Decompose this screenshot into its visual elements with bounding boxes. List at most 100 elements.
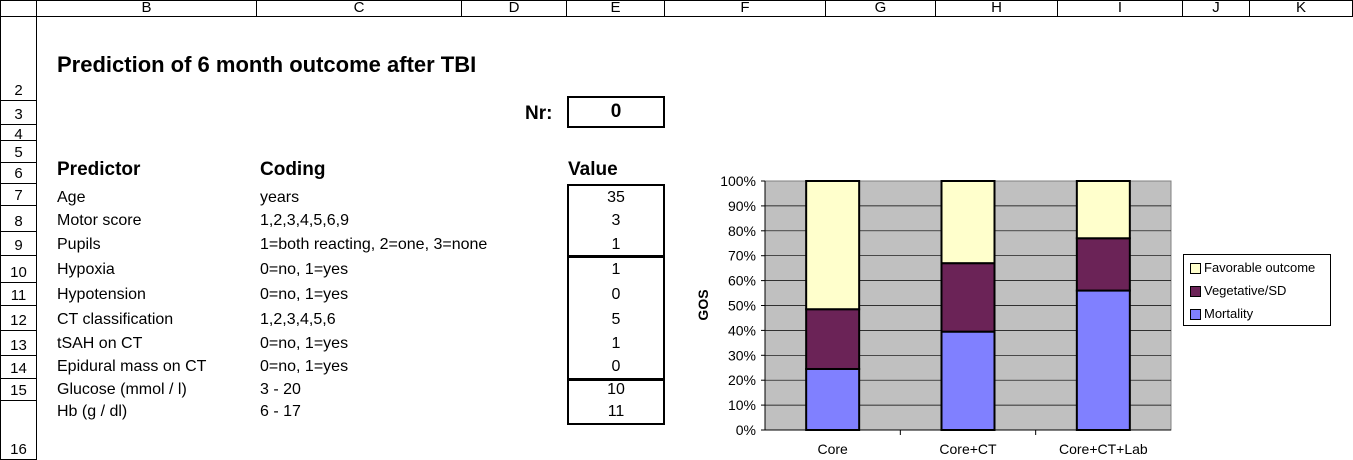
predictor-value-cell[interactable]: 1	[611, 236, 621, 253]
predictor-value-cell[interactable]: 1	[611, 335, 621, 352]
y-tick-label: 60%	[728, 273, 756, 289]
x-tick-label: Core+CT	[939, 441, 997, 457]
legend-vegetative: Vegetative/SD	[1190, 284, 1286, 298]
row-header-15[interactable]: 15	[0, 379, 37, 401]
predictor-coding: years	[260, 189, 300, 206]
predictor-coding: 1,2,3,4,5,6	[260, 311, 336, 328]
x-tick-label: Core+CT+Lab	[1059, 441, 1148, 457]
predictor-value-cell[interactable]: 35	[607, 189, 625, 206]
row-header-16[interactable]: 16	[0, 401, 37, 460]
legend-favorable: Favorable outcome	[1190, 261, 1315, 275]
predictor-name: Pupils	[57, 236, 101, 253]
predictor-name: Hb (g / dl)	[57, 403, 128, 420]
bar-mortality-0	[805, 367, 861, 431]
row-header-2[interactable]: 2	[0, 17, 37, 101]
y-tick-label: 0%	[736, 422, 756, 438]
y-tick-label: 20%	[728, 372, 756, 388]
y-tick-label: 30%	[728, 347, 756, 363]
y-tick-label: 100%	[720, 173, 756, 189]
predictor-coding: 0=no, 1=yes	[260, 261, 349, 278]
row-header-4[interactable]: 4	[0, 125, 37, 142]
bar-favorable-outcome-1	[940, 180, 996, 265]
favorable-swatch	[1190, 263, 1201, 275]
value-header: Value	[568, 159, 618, 180]
value-group-box-lab	[567, 379, 665, 425]
select-all-corner[interactable]	[0, 0, 37, 17]
row-header-8[interactable]: 8	[0, 206, 37, 232]
predictor-coding: 0=no, 1=yes	[260, 358, 349, 375]
column-header-D[interactable]: D	[462, 0, 567, 17]
predictor-value-cell[interactable]: 0	[611, 358, 621, 375]
predictor-value-cell[interactable]: 0	[611, 286, 621, 303]
predictor-name: Age	[57, 189, 86, 206]
bar-mortality-1	[940, 330, 996, 431]
row-header-5[interactable]: 5	[0, 141, 37, 163]
mortality-swatch	[1190, 309, 1201, 321]
legend-vegetative-label: Vegetative/SD	[1204, 283, 1287, 298]
y-tick-label: 50%	[728, 298, 756, 314]
predictor-name: Hypotension	[57, 286, 146, 303]
x-tick-label: Core	[817, 441, 848, 457]
bar-mortality-2	[1075, 289, 1131, 431]
legend-favorable-label: Favorable outcome	[1204, 260, 1316, 275]
column-header-C[interactable]: C	[257, 0, 462, 17]
predictor-value-cell[interactable]: 3	[611, 212, 621, 229]
row-header-7[interactable]: 7	[0, 184, 37, 206]
predictor-coding: 6 - 17	[260, 403, 301, 420]
predictor-name: Epidural mass on CT	[57, 358, 207, 375]
y-tick-label: 80%	[728, 223, 756, 239]
vegetative-swatch	[1190, 286, 1201, 298]
y-tick-label: 40%	[728, 322, 756, 338]
column-header-F[interactable]: F	[665, 0, 826, 17]
coding-header: Coding	[260, 159, 326, 180]
column-header-H[interactable]: H	[936, 0, 1058, 17]
predictor-coding: 1,2,3,4,5,6,9	[260, 212, 349, 229]
nr-value-cell[interactable]: 0	[567, 96, 665, 128]
bar-vegetative-sd-2	[1075, 237, 1131, 292]
legend-mortality: Mortality	[1190, 307, 1253, 321]
sheet-title: Prediction of 6 month outcome after TBI	[57, 52, 477, 77]
row-header-12[interactable]: 12	[0, 306, 37, 331]
row-header-6[interactable]: 6	[0, 163, 37, 184]
predictor-value-cell[interactable]: 1	[611, 261, 621, 278]
row-header-10[interactable]: 10	[0, 256, 37, 283]
row-header-11[interactable]: 11	[0, 283, 37, 306]
bar-favorable-outcome-2	[1075, 180, 1131, 240]
predictor-coding: 0=no, 1=yes	[260, 286, 349, 303]
column-header-K[interactable]: K	[1250, 0, 1353, 17]
column-header-E[interactable]: E	[567, 0, 665, 17]
value-group-box-core	[567, 184, 665, 257]
predictor-name: Motor score	[57, 212, 142, 229]
predictor-name: CT classification	[57, 311, 174, 328]
predictor-value-cell[interactable]: 10	[607, 381, 625, 398]
column-header-G[interactable]: G	[826, 0, 936, 17]
bar-vegetative-sd-0	[805, 308, 861, 370]
chart-legend: Favorable outcome Vegetative/SD Mortalit…	[1183, 254, 1331, 326]
row-header-3[interactable]: 3	[0, 101, 37, 125]
row-header-9[interactable]: 9	[0, 232, 37, 256]
bar-favorable-outcome-0	[805, 180, 861, 311]
predictor-name: Hypoxia	[57, 261, 115, 278]
predictor-name: Glucose (mmol / l)	[57, 381, 187, 398]
predictor-coding: 3 - 20	[260, 381, 301, 398]
y-axis-label: GOS	[695, 289, 711, 320]
legend-mortality-label: Mortality	[1204, 306, 1254, 321]
nr-label: Nr:	[525, 103, 553, 124]
predictor-name: tSAH on CT	[57, 335, 143, 352]
row-header-13[interactable]: 13	[0, 331, 37, 356]
bar-vegetative-sd-1	[940, 262, 996, 333]
column-header-J[interactable]: J	[1183, 0, 1250, 17]
predictor-coding: 1=both reacting, 2=one, 3=none	[260, 236, 488, 253]
predictor-header: Predictor	[57, 159, 141, 180]
row-header-14[interactable]: 14	[0, 356, 37, 379]
plot-area	[764, 180, 1172, 431]
y-tick-label: 10%	[728, 397, 756, 413]
predictor-value-cell[interactable]: 11	[607, 403, 625, 420]
column-header-I[interactable]: I	[1058, 0, 1183, 17]
y-tick-label: 90%	[728, 198, 756, 214]
y-tick-label: 70%	[728, 248, 756, 264]
predictor-value-cell[interactable]: 5	[611, 311, 621, 328]
value-group-box-ct	[567, 256, 665, 380]
column-header-B[interactable]: B	[37, 0, 257, 17]
predictor-coding: 0=no, 1=yes	[260, 335, 349, 352]
